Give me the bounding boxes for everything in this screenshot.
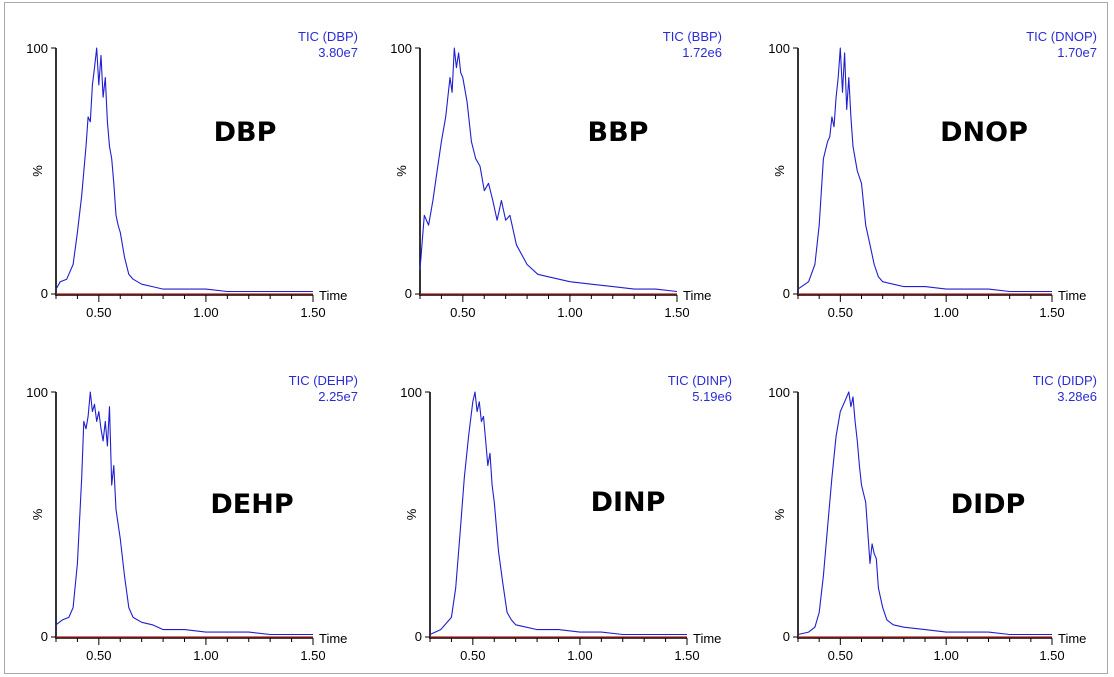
y-axis-label: % xyxy=(772,165,787,177)
trace-intensity: 3.28e6 xyxy=(1057,389,1097,404)
y-tick-label: 0 xyxy=(783,286,790,301)
series-line-didp xyxy=(797,391,1052,636)
y-tick-label: 100 xyxy=(26,385,48,400)
x-tick-label: 1.50 xyxy=(300,305,325,320)
x-axis-label: Time xyxy=(1058,288,1086,303)
series-line-dnop xyxy=(797,47,1052,293)
x-tick-label: 1.00 xyxy=(193,648,218,663)
series-line-dinp xyxy=(429,391,687,636)
y-tick-label: 0 xyxy=(41,629,48,644)
trace-intensity: 1.70e7 xyxy=(1057,45,1097,60)
trace-intensity: 3.80e7 xyxy=(318,45,358,60)
x-tick-label: 1.00 xyxy=(557,305,582,320)
y-tick-label: 100 xyxy=(390,41,412,56)
compound-label: DINP xyxy=(591,487,666,518)
y-tick-label: 100 xyxy=(768,385,790,400)
x-axis-label: Time xyxy=(1058,631,1086,646)
x-tick-label: 0.50 xyxy=(460,648,485,663)
y-axis-label: % xyxy=(404,508,419,520)
y-tick-label: 0 xyxy=(41,286,48,301)
series-line-dbp xyxy=(55,47,313,293)
y-axis-label: % xyxy=(30,165,45,177)
x-tick-label: 0.50 xyxy=(828,648,853,663)
y-axis-label: % xyxy=(772,508,787,520)
x-tick-label: 0.50 xyxy=(86,648,111,663)
x-tick-label: 0.50 xyxy=(450,305,475,320)
y-tick-label: 100 xyxy=(768,41,790,56)
trace-name: TIC (DBP) xyxy=(298,29,358,44)
y-axis-label: % xyxy=(394,165,409,177)
x-tick-label: 1.50 xyxy=(300,648,325,663)
compound-label: DBP xyxy=(214,117,277,148)
x-tick-label: 1.00 xyxy=(934,305,959,320)
compound-label: DIDP xyxy=(951,489,1026,520)
x-tick-label: 0.50 xyxy=(86,305,111,320)
x-tick-label: 1.00 xyxy=(567,648,592,663)
y-tick-label: 0 xyxy=(405,286,412,301)
trace-name: TIC (DIDP) xyxy=(1033,373,1097,388)
x-tick-label: 1.50 xyxy=(1039,648,1064,663)
x-tick-label: 1.50 xyxy=(1039,305,1064,320)
y-tick-label: 0 xyxy=(783,629,790,644)
y-tick-label: 100 xyxy=(400,385,422,400)
trace-intensity: 5.19e6 xyxy=(692,389,732,404)
compound-label: DNOP xyxy=(940,117,1028,148)
y-axis-label: % xyxy=(30,508,45,520)
trace-name: TIC (DEHP) xyxy=(289,373,358,388)
x-tick-label: 1.00 xyxy=(193,305,218,320)
trace-name: TIC (DINP) xyxy=(668,373,732,388)
trace-name: TIC (BBP) xyxy=(663,29,722,44)
x-axis-label: Time xyxy=(683,288,711,303)
compound-label: BBP xyxy=(588,117,649,148)
series-line-dehp xyxy=(55,391,313,636)
x-tick-label: 1.00 xyxy=(934,648,959,663)
x-axis-label: Time xyxy=(319,631,347,646)
figure-frame xyxy=(4,2,1108,674)
compound-label: DEHP xyxy=(210,489,293,520)
trace-intensity: 1.72e6 xyxy=(682,45,722,60)
x-tick-label: 0.50 xyxy=(828,305,853,320)
x-tick-label: 1.50 xyxy=(674,648,699,663)
y-tick-label: 0 xyxy=(415,629,422,644)
x-tick-label: 1.50 xyxy=(664,305,689,320)
trace-intensity: 2.25e7 xyxy=(318,389,358,404)
x-axis-label: Time xyxy=(319,288,347,303)
y-tick-label: 100 xyxy=(26,41,48,56)
x-axis-label: Time xyxy=(693,631,721,646)
trace-name: TIC (DNOP) xyxy=(1026,29,1097,44)
series-line-bbp xyxy=(419,47,678,293)
